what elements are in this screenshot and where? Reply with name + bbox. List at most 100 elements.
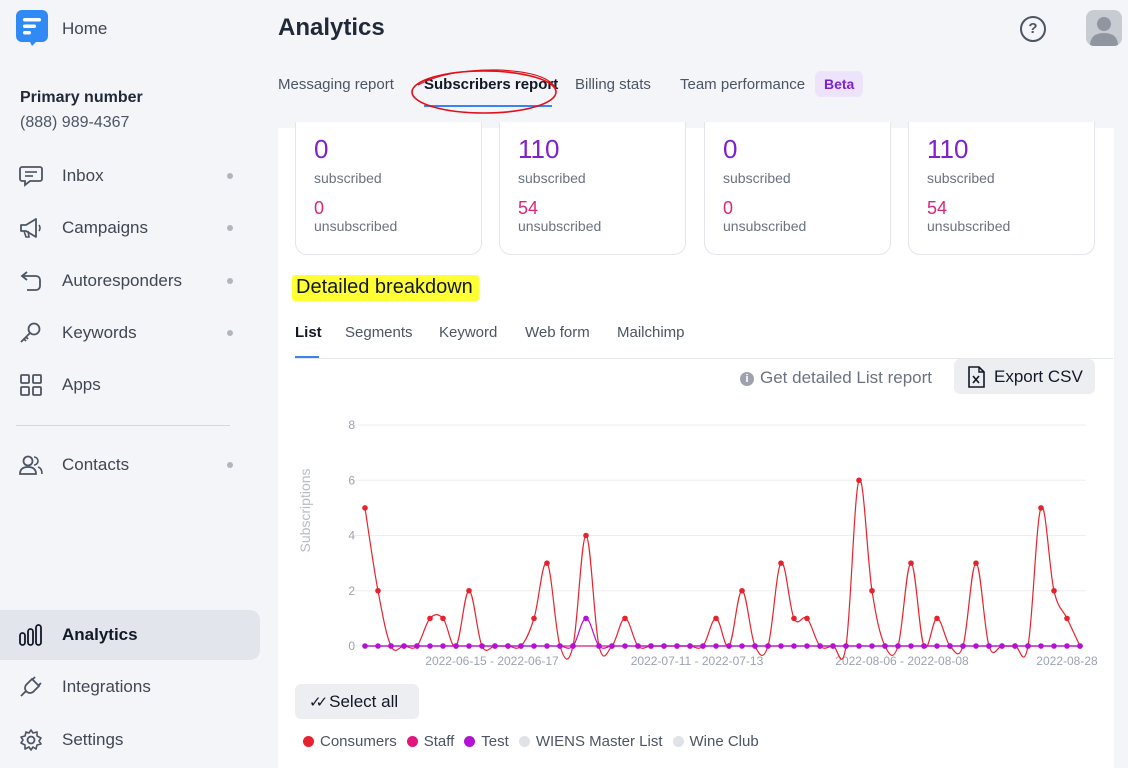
data-point-test	[440, 643, 446, 649]
subscribed-label: subscribed	[927, 170, 995, 186]
data-point-test	[1012, 643, 1018, 649]
data-point-test	[921, 643, 927, 649]
subtab-segments[interactable]: Segments	[345, 324, 413, 341]
tab-messaging-report[interactable]: Messaging report	[278, 76, 394, 93]
data-point-test	[960, 643, 966, 649]
data-point-consumers	[869, 587, 875, 594]
annotation-circle	[411, 69, 557, 114]
data-point-test	[609, 643, 615, 649]
sidebar-item-campaigns[interactable]: Campaigns	[0, 206, 260, 250]
data-point-test	[843, 643, 849, 649]
sidebar-item-label: Keywords	[62, 323, 137, 342]
sidebar-item-label: Autoresponders	[62, 271, 183, 290]
subscribed-label: subscribed	[723, 170, 791, 186]
data-point-test	[1051, 643, 1057, 649]
subtab-keyword[interactable]: Keyword	[439, 324, 498, 341]
y-axis-label: Subscriptions	[297, 468, 313, 552]
data-point-test	[986, 643, 992, 649]
data-point-test	[934, 643, 940, 649]
unsubscribed-label: unsubscribed	[518, 218, 602, 234]
select-all-label: Select all	[329, 691, 399, 711]
sidebar-item-integrations[interactable]: Integrations	[0, 665, 260, 709]
data-point-test	[804, 643, 810, 649]
x-tick-label: 2022-08-28	[1036, 654, 1098, 668]
gear-icon	[20, 729, 42, 751]
export-csv-label: Export CSV	[994, 366, 1083, 386]
data-point-consumers	[778, 560, 784, 566]
legend-item[interactable]: Staff	[406, 733, 454, 750]
app-logo-icon[interactable]	[16, 10, 48, 46]
data-point-consumers	[622, 615, 628, 622]
legend-dot	[464, 736, 476, 747]
data-point-consumers	[427, 615, 433, 622]
legend-label: Test	[481, 733, 509, 750]
primary-number-title: Primary number	[20, 89, 143, 106]
data-point-consumers	[375, 587, 381, 594]
breakdown-tabs: List Segments Keyword Web form Mailchimp	[295, 324, 1113, 359]
status-dot	[227, 173, 233, 179]
data-point-consumers	[362, 505, 368, 511]
primary-number-value[interactable]: (888) 989-4367	[20, 114, 130, 131]
data-point-test	[700, 643, 706, 649]
data-point-test	[492, 643, 498, 649]
data-point-consumers	[544, 560, 550, 566]
data-point-test	[596, 643, 602, 649]
legend-item[interactable]: Wine Club	[672, 733, 759, 750]
tab-team-performance[interactable]: Team performance	[680, 76, 806, 93]
sidebar-item-label: Integrations	[62, 677, 151, 696]
subtab-web-form[interactable]: Web form	[525, 324, 590, 341]
status-dot	[227, 330, 233, 336]
page-title: Analytics	[278, 14, 385, 41]
legend-dot	[518, 736, 530, 747]
data-point-consumers	[531, 615, 537, 622]
subscribed-label: subscribed	[518, 170, 586, 186]
tab-subscribers-report[interactable]: Subscribers report	[424, 76, 559, 93]
data-point-test	[401, 643, 407, 649]
status-dot	[227, 462, 233, 468]
double-check-icon: ✓✓	[309, 693, 328, 711]
sidebar-item-label: Settings	[62, 730, 124, 749]
plug-icon	[20, 676, 42, 697]
help-icon[interactable]: ?	[1020, 16, 1046, 42]
sidebar-item-inbox[interactable]: Inbox	[0, 154, 260, 198]
sidebar-item-analytics[interactable]: Analytics	[0, 610, 260, 660]
data-point-test	[466, 643, 472, 649]
data-point-test	[674, 643, 680, 649]
data-point-test	[726, 643, 732, 649]
data-point-test	[739, 643, 745, 649]
export-csv-button[interactable]: Export CSV	[954, 359, 1095, 394]
data-point-test	[427, 643, 433, 649]
sidebar-item-autoresponders[interactable]: Autoresponders	[0, 259, 260, 303]
apps-grid-icon	[20, 374, 42, 396]
data-point-test	[531, 643, 537, 649]
data-point-test	[648, 643, 654, 649]
data-point-test	[687, 643, 693, 649]
sidebar-item-keywords[interactable]: Keywords	[0, 311, 260, 355]
detailed-report-link[interactable]: i Get detailed List report	[740, 368, 932, 388]
legend-item[interactable]: Test	[464, 733, 509, 750]
subtab-mailchimp[interactable]: Mailchimp	[617, 324, 685, 341]
legend-item[interactable]: WIENS Master List	[518, 733, 663, 750]
beta-badge: Beta	[815, 71, 864, 97]
x-tick-label: 2022-06-15 - 2022-06-17	[425, 654, 559, 668]
avatar[interactable]	[1086, 10, 1122, 46]
data-point-test	[999, 643, 1005, 649]
megaphone-icon	[20, 218, 41, 238]
home-link[interactable]: Home	[62, 19, 108, 38]
sidebar-item-apps[interactable]: Apps	[0, 363, 260, 407]
sidebar-item-contacts[interactable]: Contacts	[0, 443, 260, 487]
excel-file-icon	[968, 365, 985, 388]
series-line-consumers	[364, 479, 1081, 660]
data-point-consumers	[466, 587, 472, 594]
inbox-icon	[19, 166, 43, 187]
legend-item[interactable]: Consumers	[303, 733, 397, 750]
data-point-consumers	[1038, 505, 1044, 511]
sidebar-item-settings[interactable]: Settings	[0, 718, 260, 762]
active-tab-underline	[424, 105, 552, 107]
tab-billing-stats[interactable]: Billing stats	[575, 76, 651, 93]
sidebar-item-label: Contacts	[62, 455, 130, 474]
y-tick-label: 2	[348, 584, 355, 598]
subtab-list[interactable]: List	[295, 324, 322, 341]
select-all-button[interactable]: ✓✓ Select all	[295, 684, 419, 719]
data-point-test	[778, 643, 784, 649]
